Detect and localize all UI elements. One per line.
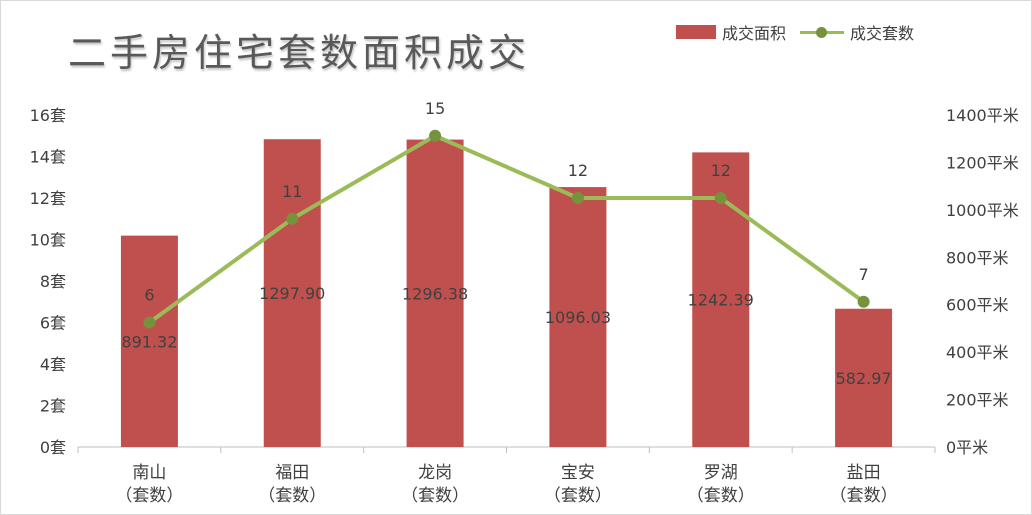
y-left-tick-label: 16套 <box>30 106 66 125</box>
legend: 成交面积 成交套数 <box>676 20 928 44</box>
bar-data-label: 1297.90 <box>259 284 325 303</box>
line-point <box>714 192 727 204</box>
bar-data-label: 582.97 <box>836 369 892 388</box>
y-right-tick-label: 1400平米 <box>946 106 1019 125</box>
bar-data-label: 1242.39 <box>688 291 754 310</box>
line-point <box>857 295 870 308</box>
bar-data-label: 1096.03 <box>545 308 611 327</box>
bar <box>406 139 464 447</box>
y-left-tick-label: 14套 <box>30 148 66 167</box>
line-data-label: 12 <box>711 161 731 180</box>
category-label: （套数） <box>687 486 755 506</box>
line-data-label: 15 <box>425 99 445 118</box>
legend-line-swatch <box>800 25 845 39</box>
category-label: （套数） <box>115 486 183 506</box>
legend-item-line: 成交套数 <box>800 20 914 44</box>
y-right-tick-label: 600平米 <box>946 296 1009 315</box>
y-left-tick-label: 0套 <box>40 438 66 457</box>
category-label: （套数） <box>258 486 326 506</box>
legend-item-bar: 成交面积 <box>676 20 786 44</box>
bar <box>120 235 178 447</box>
category-label: （套数） <box>401 486 469 506</box>
line-series <box>148 133 865 325</box>
category-label: 南山 <box>132 463 166 483</box>
line-data-label: 7 <box>858 265 868 284</box>
category-label: 宝安 <box>561 463 595 483</box>
bar-data-label: 1296.38 <box>402 284 468 303</box>
line-point <box>286 212 299 225</box>
y-left-tick-label: 4套 <box>40 355 66 374</box>
y-left-tick-label: 12套 <box>30 189 66 208</box>
y-left-tick-label: 2套 <box>40 397 66 416</box>
bar <box>549 187 607 447</box>
y-right-tick-label: 200平米 <box>946 391 1009 410</box>
bar <box>263 139 321 447</box>
y-left-tick-label: 10套 <box>30 231 66 250</box>
y-left-tick-label: 6套 <box>40 314 66 333</box>
y-right-tick-label: 400平米 <box>946 343 1009 362</box>
line-point <box>571 192 584 204</box>
category-label: （套数） <box>830 486 898 506</box>
category-label: 罗湖 <box>704 463 738 483</box>
line-point <box>143 316 156 329</box>
y-left-tick-label: 8套 <box>40 272 66 291</box>
legend-bar-label: 成交面积 <box>722 24 787 43</box>
line-data-label: 6 <box>144 286 154 305</box>
chart-title: 二手房住宅套数面积成交 <box>68 31 531 75</box>
legend-bar-swatch <box>676 25 716 39</box>
category-label: 龙岗 <box>418 463 452 483</box>
category-label: 福田 <box>275 463 309 483</box>
bar-data-label: 891.32 <box>121 332 177 351</box>
line-data-label: 11 <box>282 182 302 201</box>
category-label: （套数） <box>544 486 612 506</box>
y-right-tick-label: 800平米 <box>946 248 1009 267</box>
line-data-label: 12 <box>568 161 588 180</box>
line-point <box>429 129 442 142</box>
y-right-tick-label: 1200平米 <box>946 153 1019 172</box>
bar <box>835 308 893 447</box>
y-right-tick-label: 1000平米 <box>946 201 1019 220</box>
legend-line-label: 成交套数 <box>850 24 915 43</box>
y-right-tick-label: 0平米 <box>946 438 988 457</box>
category-label: 盐田 <box>847 463 881 483</box>
